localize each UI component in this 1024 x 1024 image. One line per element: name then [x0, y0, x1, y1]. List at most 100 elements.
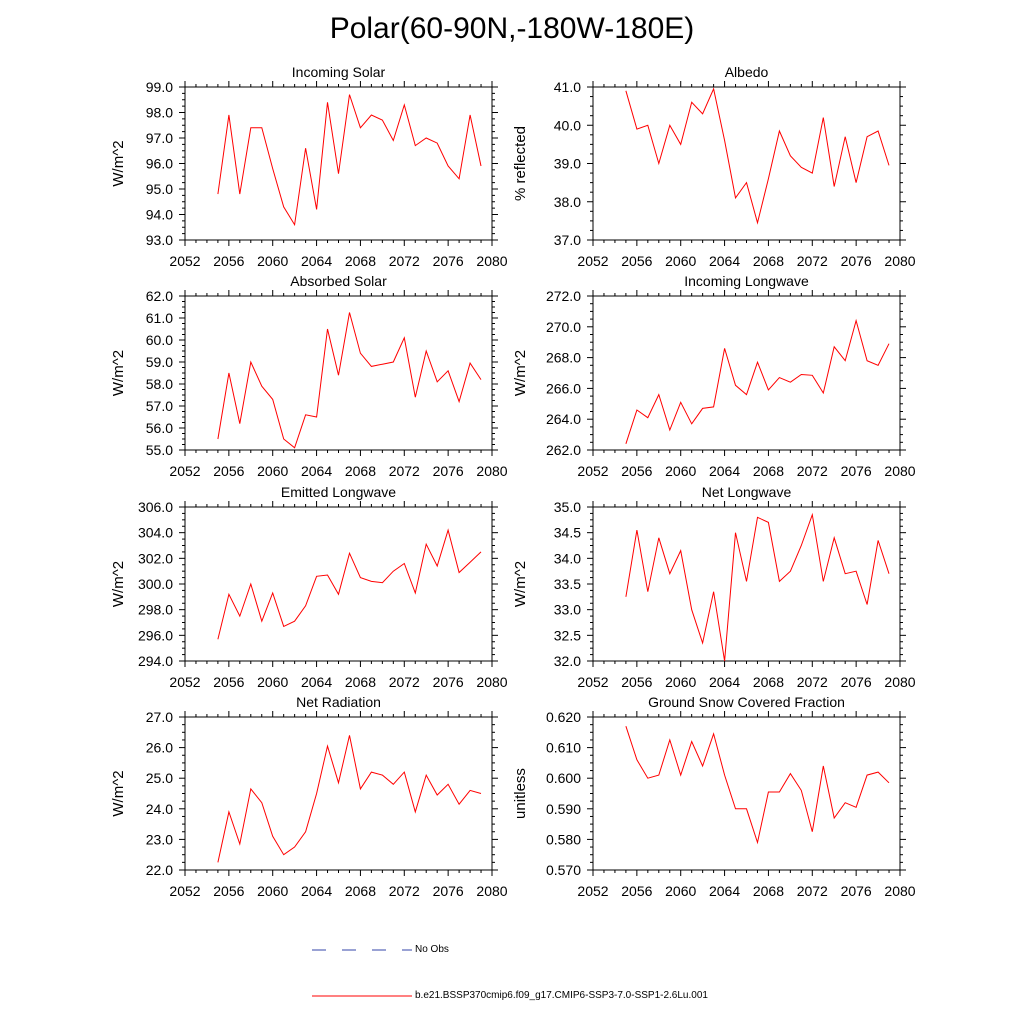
y-tick-label: 304.0 [138, 525, 173, 541]
y-tick-label: 38.0 [554, 194, 581, 210]
x-tick-label: 2064 [709, 674, 740, 690]
x-tick-label: 2064 [709, 463, 740, 479]
legend-obs-label: No Obs [415, 944, 449, 955]
y-axis-label: W/m^2 [512, 350, 529, 396]
y-tick-label: 34.5 [554, 525, 581, 541]
y-tick-label: 62.0 [146, 288, 173, 304]
y-tick-label: 25.0 [146, 770, 173, 786]
y-tick-label: 33.5 [554, 576, 581, 592]
x-tick-label: 2064 [709, 253, 740, 269]
x-tick-label: 2076 [841, 463, 872, 479]
plot-frame [184, 506, 493, 662]
series-line [625, 726, 890, 845]
panel-emitted-longwave: 2052 2056 2060 2064 2068 2072 2076 2080 294.0 296… [110, 484, 508, 690]
panel-incoming-solar: 2052 2056 2060 2064 2068 2072 2076 2080 93.0 94.0… [110, 64, 508, 269]
x-tick-label: 2060 [257, 883, 288, 899]
series-line [217, 528, 482, 640]
x-tick-label: 2072 [797, 253, 828, 269]
x-tick-label: 2080 [884, 253, 915, 269]
plot-frame [592, 716, 901, 871]
x-tick-label: 2060 [665, 674, 696, 690]
y-tick-label: 95.0 [146, 181, 173, 197]
legend-model-label: b.e21.BSSP370cmip6.f09_g17.CMIP6-SSP3-7.… [415, 990, 708, 1001]
plot-frame [592, 86, 901, 241]
series-line [217, 735, 482, 863]
y-tick-label: 270.0 [546, 319, 581, 335]
panel-absorbed-solar: 2052 2056 2060 2064 2068 2072 2076 2080 55.0 56.0… [110, 273, 508, 479]
plot-frame [592, 295, 901, 451]
y-axis-label: W/m^2 [110, 350, 127, 396]
x-tick-label: 2064 [301, 883, 332, 899]
x-tick-label: 2076 [841, 883, 872, 899]
y-tick-label: 0.580 [546, 831, 581, 847]
x-tick-label: 2080 [884, 883, 915, 899]
series-line [217, 312, 482, 449]
panel-net-radiation: 2052 2056 2060 2064 2068 2072 2076 2080 22.0 23.0… [110, 694, 508, 899]
y-tick-label: 33.0 [554, 602, 581, 618]
x-tick-label: 2076 [433, 674, 464, 690]
x-tick-label: 2056 [213, 674, 244, 690]
y-tick-label: 99.0 [146, 79, 173, 95]
x-tick-label: 2080 [476, 674, 507, 690]
y-tick-label: 266.0 [546, 380, 581, 396]
x-tick-label: 2064 [301, 463, 332, 479]
y-tick-label: 27.0 [146, 709, 173, 725]
x-tick-label: 2080 [884, 463, 915, 479]
y-tick-label: 0.590 [546, 801, 581, 817]
x-tick-label: 2076 [841, 674, 872, 690]
y-tick-label: 58.0 [146, 376, 173, 392]
x-tick-label: 2056 [213, 883, 244, 899]
y-tick-label: 298.0 [138, 602, 173, 618]
figure-title: Polar(60-90N,-180W-180E) [329, 12, 695, 45]
y-tick-label: 93.0 [146, 232, 173, 248]
y-tick-label: 39.0 [554, 156, 581, 172]
x-tick-label: 2056 [621, 463, 652, 479]
y-tick-label: 37.0 [554, 232, 581, 248]
x-tick-label: 2068 [753, 674, 784, 690]
y-tick-label: 294.0 [138, 653, 173, 669]
panel-net-longwave: 2052 2056 2060 2064 2068 2072 2076 2080 32.0 32.5… [512, 484, 916, 690]
x-tick-label: 2076 [841, 253, 872, 269]
x-tick-label: 2072 [389, 883, 420, 899]
x-tick-label: 2060 [257, 253, 288, 269]
y-tick-label: 59.0 [146, 354, 173, 370]
y-tick-label: 34.0 [554, 550, 581, 566]
panel-title: Net Longwave [702, 484, 792, 500]
plot-frame [184, 86, 493, 241]
x-tick-label: 2052 [577, 463, 608, 479]
x-tick-label: 2060 [665, 253, 696, 269]
y-axis-label: W/m^2 [110, 561, 127, 607]
y-tick-label: 272.0 [546, 288, 581, 304]
x-tick-label: 2060 [665, 883, 696, 899]
y-tick-label: 268.0 [546, 350, 581, 366]
y-tick-label: 98.0 [146, 105, 173, 121]
x-tick-label: 2052 [577, 674, 608, 690]
x-tick-label: 2056 [621, 253, 652, 269]
y-axis-label: % reflected [512, 126, 529, 201]
x-tick-label: 2076 [433, 463, 464, 479]
y-tick-label: 23.0 [146, 831, 173, 847]
panel-title: Net Radiation [296, 694, 381, 710]
series-line [625, 512, 890, 662]
y-tick-label: 296.0 [138, 627, 173, 643]
y-axis-label: unitless [512, 768, 529, 819]
x-tick-label: 2080 [476, 253, 507, 269]
y-tick-label: 57.0 [146, 398, 173, 414]
x-tick-label: 2060 [257, 463, 288, 479]
plot-frame [184, 716, 493, 871]
plot-frame [592, 506, 901, 662]
x-tick-label: 2056 [213, 463, 244, 479]
x-tick-label: 2068 [345, 253, 376, 269]
y-tick-label: 35.0 [554, 499, 581, 515]
x-tick-label: 2072 [389, 463, 420, 479]
y-tick-label: 60.0 [146, 332, 173, 348]
y-tick-label: 300.0 [138, 576, 173, 592]
x-tick-label: 2052 [577, 883, 608, 899]
y-tick-label: 55.0 [146, 442, 173, 458]
x-tick-label: 2068 [753, 463, 784, 479]
x-tick-label: 2068 [753, 883, 784, 899]
y-tick-label: 262.0 [546, 442, 581, 458]
x-tick-label: 2060 [665, 463, 696, 479]
y-tick-label: 0.600 [546, 770, 581, 786]
